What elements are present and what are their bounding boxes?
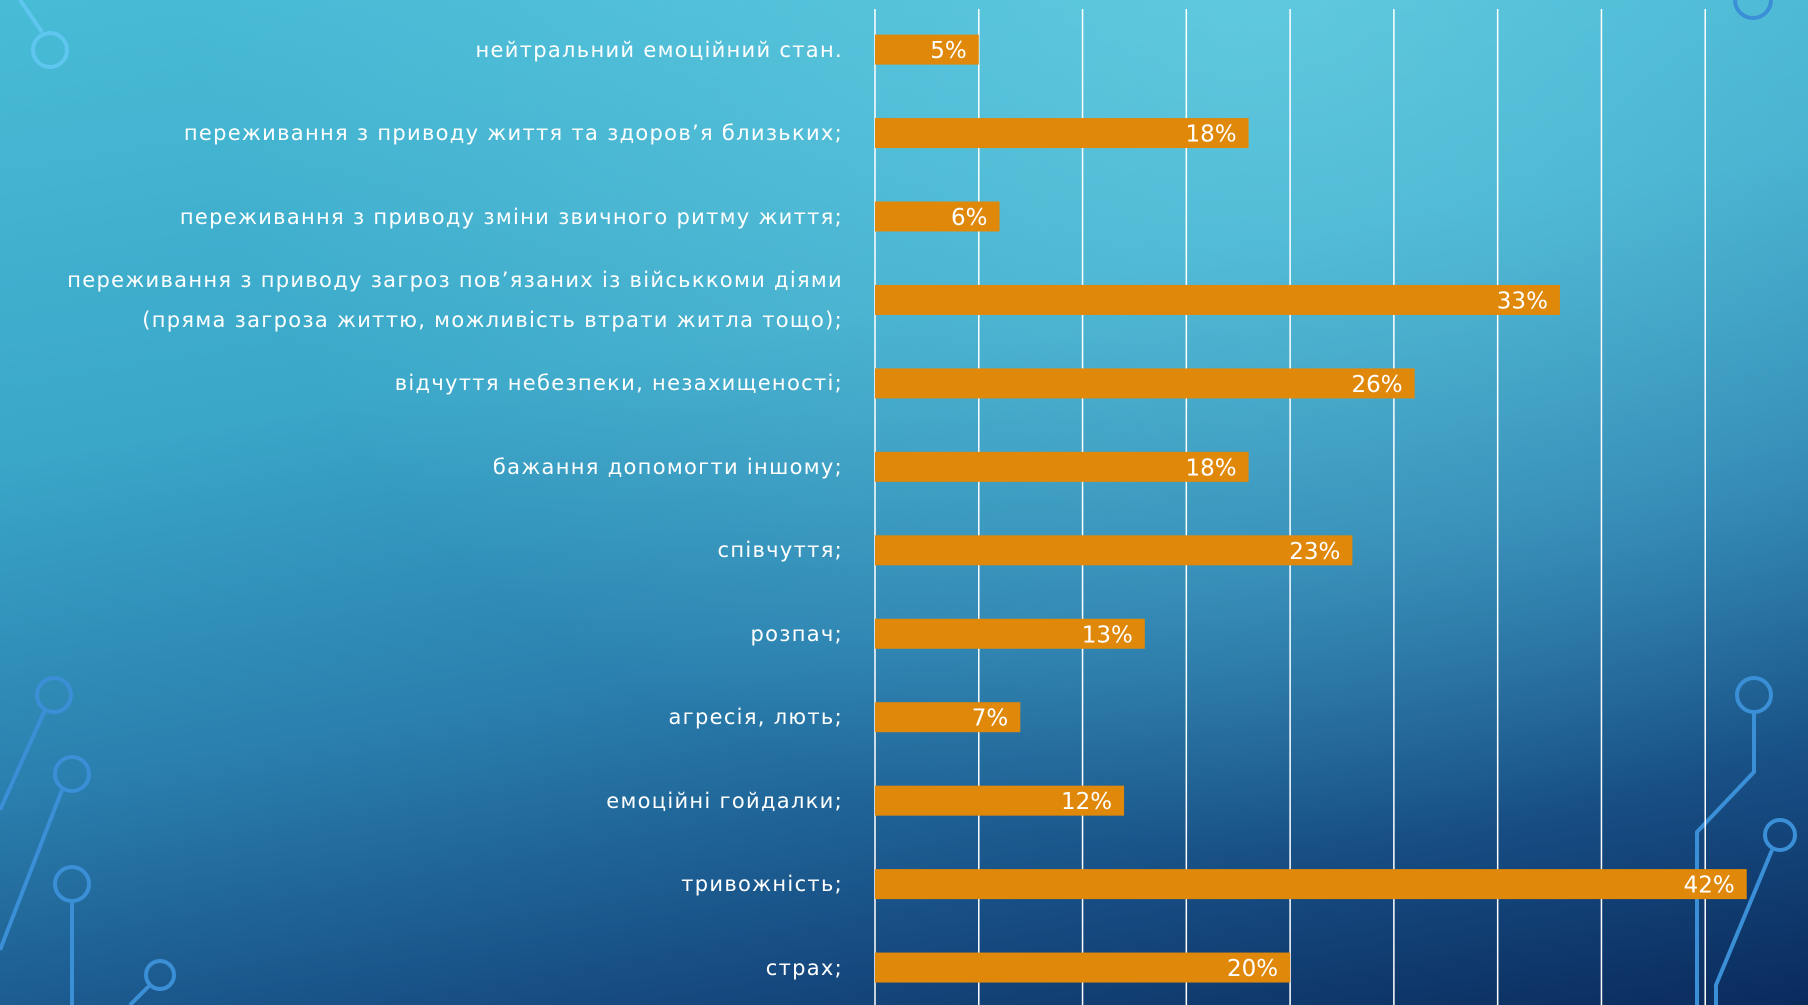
bar <box>875 535 1353 566</box>
circuit-line <box>1714 849 1774 1005</box>
category-label: розпач; <box>750 621 843 646</box>
circuit-node <box>1763 818 1797 852</box>
circuit-node <box>53 865 91 903</box>
circuit-node <box>1735 676 1773 714</box>
category-label: співчуття; <box>717 538 843 563</box>
category-label: нейтральний емоційний стан. <box>475 37 843 62</box>
circuit-node <box>35 676 73 714</box>
category-label: емоційні гойдалки; <box>606 788 843 813</box>
circuit-line <box>128 983 152 1005</box>
bar <box>875 34 979 65</box>
bar <box>875 284 1560 315</box>
bar <box>875 702 1021 733</box>
category-label: переживання з приводу життя та здоров’я … <box>183 121 843 146</box>
category-label: переживання з приводу зміни звичного рит… <box>179 204 843 229</box>
bar <box>875 869 1747 900</box>
value-label: 5% <box>930 38 967 64</box>
category-label: тривожність; <box>681 872 843 897</box>
bar <box>875 618 1145 649</box>
bar <box>875 952 1291 983</box>
circuit-line <box>18 0 44 34</box>
value-label: 18% <box>1185 455 1236 481</box>
value-label: 20% <box>1227 956 1278 982</box>
value-label: 12% <box>1061 789 1112 815</box>
circuit-node <box>31 31 69 69</box>
category-label: страх; <box>765 955 843 980</box>
bar <box>875 118 1249 149</box>
value-label: 6% <box>951 205 988 231</box>
value-label: 23% <box>1289 539 1340 565</box>
circuit-line <box>0 709 47 811</box>
value-label: 7% <box>972 706 1009 732</box>
bar <box>875 201 1000 232</box>
category-label: переживання з приводу загроз пов’язаних … <box>67 267 843 332</box>
circuit-node <box>144 959 176 991</box>
category-label: відчуття небезпеки, незахищеності; <box>394 371 843 396</box>
circuit-node <box>1733 0 1773 20</box>
circuit-line <box>0 789 64 951</box>
value-label: 18% <box>1185 122 1236 148</box>
circuit-line <box>1695 712 1756 1005</box>
bar <box>875 451 1249 482</box>
bar <box>875 785 1125 816</box>
value-label: 42% <box>1684 873 1735 899</box>
category-label: бажання допомогти іншому; <box>492 454 843 479</box>
value-label: 13% <box>1082 622 1133 648</box>
category-label: агресія, лють; <box>668 705 843 730</box>
bar <box>875 368 1415 399</box>
value-label: 26% <box>1352 372 1403 398</box>
circuit-node <box>53 755 91 793</box>
value-label: 33% <box>1497 288 1548 314</box>
